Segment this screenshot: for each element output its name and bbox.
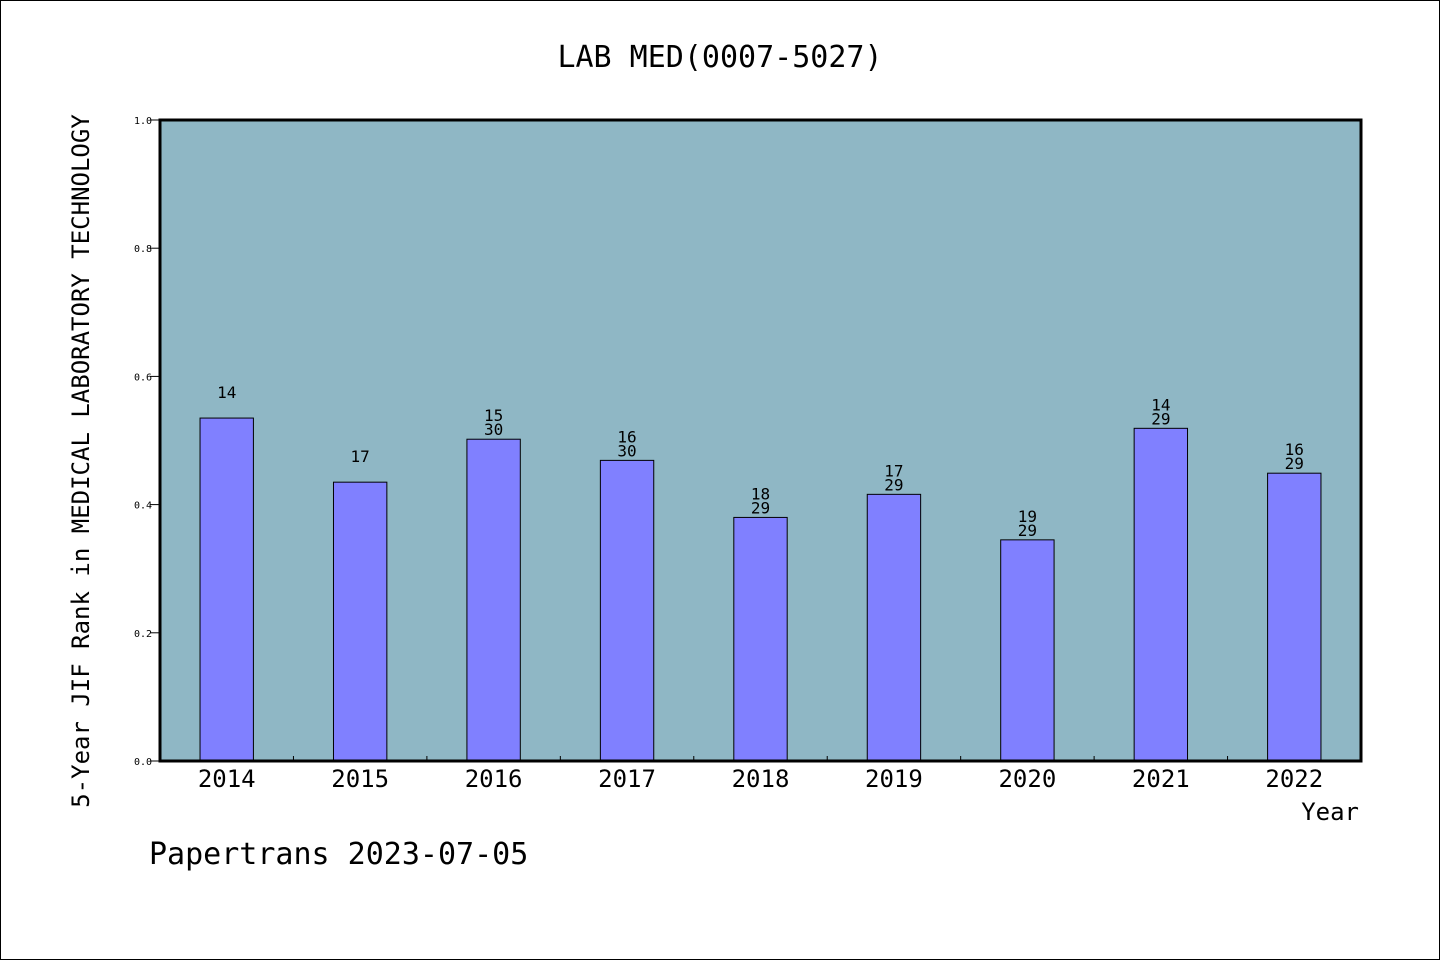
y-tick-label: 0.2 — [134, 629, 152, 640]
data-label-2022-total: 29 — [1285, 454, 1304, 473]
y-tick-label: 0.0 — [134, 757, 152, 768]
data-label-2018-total: 29 — [751, 498, 770, 517]
data-label-2014: 14 — [217, 383, 236, 402]
x-tick-label-2014: 2014 — [198, 765, 256, 793]
x-tick-label-2022: 2022 — [1265, 765, 1323, 793]
x-tick-label-2018: 2018 — [732, 765, 790, 793]
bar-2015 — [332, 481, 388, 762]
bar-2016 — [466, 438, 521, 762]
bar-2017 — [599, 459, 655, 762]
data-label-2020-rank: 19 — [1018, 507, 1037, 526]
plot-border — [158, 118, 1363, 763]
data-label-2020-total: 29 — [1018, 521, 1037, 540]
y-axis-label: 5-Year JIF Rank in MEDICAL LABORATORY TE… — [67, 114, 95, 808]
y-tick-label: 1.0 — [134, 116, 152, 127]
bar-2021 — [1133, 427, 1189, 762]
data-label-2015: 17 — [351, 447, 370, 466]
y-tick-label: 0.8 — [134, 244, 152, 255]
plot-area: 1420141720151530201616302017182920181729… — [134, 116, 1363, 793]
data-label-2016-total: 30 — [484, 420, 503, 439]
bar-2014 — [199, 417, 254, 762]
data-label-2021-rank: 14 — [1151, 395, 1170, 414]
footer-watermark: Papertrans 2023-07-05 — [149, 837, 528, 872]
x-tick-label-2016: 2016 — [465, 765, 523, 793]
data-label-2016-rank: 15 — [484, 406, 503, 425]
data-label-2017-total: 30 — [617, 441, 636, 460]
data-label-2017-rank: 16 — [617, 427, 636, 446]
x-axis-label: Year — [1301, 798, 1359, 826]
data-label-2019-rank: 17 — [884, 461, 903, 480]
x-tick-label-2021: 2021 — [1132, 765, 1190, 793]
data-label-2021-total: 29 — [1151, 409, 1170, 428]
bar-2022 — [1267, 472, 1322, 762]
data-label-2022-rank: 16 — [1285, 440, 1304, 459]
data-label-2019-total: 29 — [884, 475, 903, 494]
y-tick-label: 0.6 — [134, 372, 152, 383]
data-label-2018-rank: 18 — [751, 484, 770, 503]
x-tick-label-2017: 2017 — [598, 765, 656, 793]
x-tick-label-2019: 2019 — [865, 765, 923, 793]
bar-2020 — [1000, 539, 1055, 762]
bar-2018 — [733, 516, 788, 762]
y-tick-label: 0.4 — [134, 501, 152, 512]
x-tick-label-2015: 2015 — [331, 765, 389, 793]
bar-2019 — [866, 493, 922, 762]
chart-title: LAB MED(0007-5027) — [557, 40, 882, 75]
x-tick-label-2020: 2020 — [998, 765, 1056, 793]
